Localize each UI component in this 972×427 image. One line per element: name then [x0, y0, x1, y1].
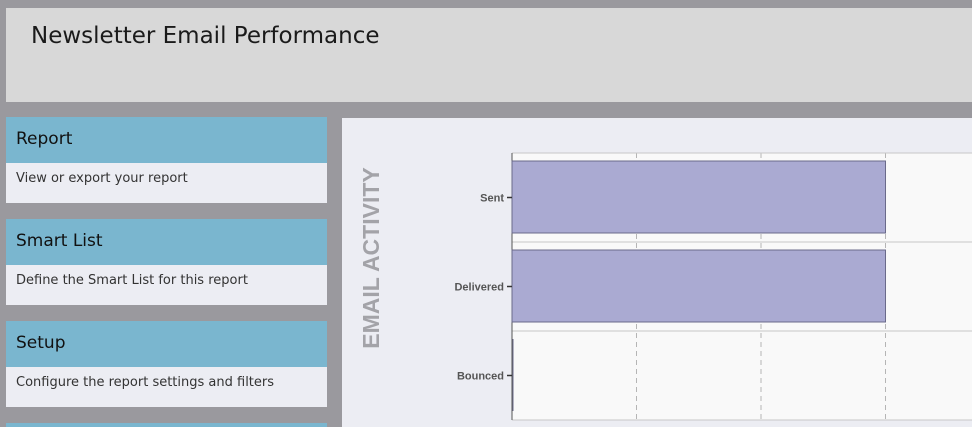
report-card[interactable]: Report View or export your report: [6, 117, 327, 203]
bar-delivered: [511, 249, 886, 323]
page-header: Newsletter Email Performance: [6, 8, 972, 102]
setup-card[interactable]: Setup Configure the report settings and …: [6, 321, 327, 407]
report-card-title[interactable]: Report: [6, 117, 327, 163]
setup-card-description: Configure the report settings and filter…: [16, 375, 275, 390]
category-label-sent: Sent: [480, 193, 504, 205]
bar-sent: [511, 160, 886, 234]
smart-list-card-title[interactable]: Smart List: [6, 219, 327, 265]
chart-y-title: EMAIL ACTIVITY: [358, 167, 384, 348]
email-activity-chart: EMAIL ACTIVITY Sent Delivered Bounced: [358, 152, 972, 421]
category-label-delivered: Delivered: [454, 282, 504, 294]
page-title: Newsletter Email Performance: [31, 23, 380, 49]
category-label-bounced: Bounced: [457, 371, 504, 383]
smart-list-card[interactable]: Smart List Define the Smart List for thi…: [6, 219, 327, 305]
next-card-edge: [6, 423, 327, 427]
smart-list-card-description: Define the Smart List for this report: [16, 273, 248, 288]
setup-card-title[interactable]: Setup: [6, 321, 327, 367]
report-card-description: View or export your report: [16, 171, 188, 186]
email-activity-chart-panel: EMAIL ACTIVITY Sent Delivered Bounced: [342, 118, 972, 427]
